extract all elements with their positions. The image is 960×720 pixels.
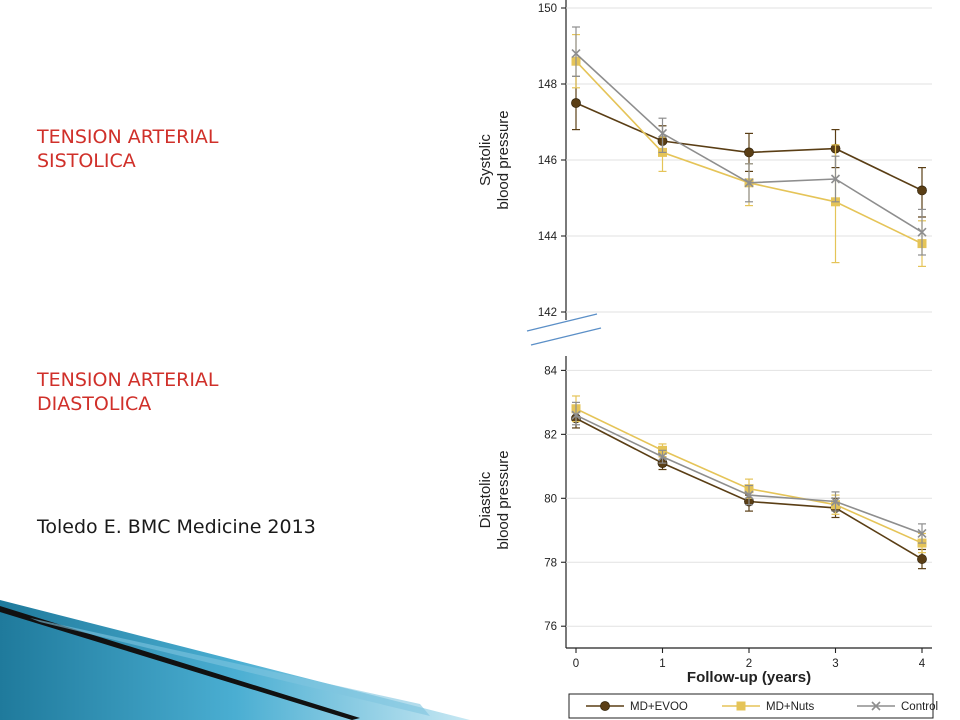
citation: Toledo E. BMC Medicine 2013	[37, 516, 316, 538]
data-point-control-b	[830, 496, 841, 507]
legend-marker	[736, 701, 746, 711]
x-tick-label: 2	[746, 658, 752, 670]
data-point-control	[917, 528, 927, 539]
y-tick-label-0: 148	[538, 79, 557, 91]
data-point-control-b	[744, 490, 754, 500]
data-point-mdevoo	[744, 147, 754, 158]
axis-break-mark	[526, 313, 598, 332]
data-point-mdevoo	[917, 554, 927, 564]
data-point-control	[830, 174, 841, 184]
y-tick-label-0: 146	[538, 155, 557, 167]
systolic-label: TENSION ARTERIAL SISTOLICA	[37, 126, 219, 172]
y-tick-label-0: 142	[538, 307, 557, 319]
x-tick-label: 0	[573, 658, 579, 670]
y-tick-label-0: 144	[538, 231, 558, 243]
y-tick-label-1: 84	[544, 365, 557, 377]
data-point-control	[657, 128, 668, 138]
y-tick-label-1: 80	[544, 493, 557, 505]
legend-label: MD+Nuts	[766, 701, 814, 713]
legend-label: MD+EVOO	[630, 701, 688, 713]
data-point-control	[830, 496, 841, 507]
data-point-control-b	[571, 49, 581, 59]
data-point-control	[571, 49, 581, 59]
data-point-control-b	[657, 452, 668, 462]
data-point-control	[657, 452, 668, 462]
data-point-control-b	[917, 528, 927, 539]
y-axis-title-1: Diastolic	[477, 471, 494, 528]
data-point-control-b	[571, 410, 581, 420]
data-point-control-b	[657, 128, 668, 138]
data-point-control	[917, 227, 927, 237]
series-line-mdnuts	[575, 408, 923, 544]
data-point-control-b	[744, 178, 754, 188]
data-point-control-b	[917, 227, 927, 237]
diastolic-label: TENSION ARTERIAL DIASTOLICA	[37, 369, 219, 415]
y-axis-title-0: blood pressure	[495, 110, 512, 209]
data-point-control-b	[830, 174, 841, 184]
y-tick-label-1: 76	[544, 621, 557, 633]
y-axis-title-1: blood pressure	[495, 450, 512, 549]
data-point-control	[571, 410, 581, 420]
data-point-control	[744, 490, 754, 500]
data-point-mdevoo	[917, 185, 927, 196]
y-tick-label-0: 150	[538, 3, 557, 15]
legend-marker	[600, 701, 610, 711]
x-tick-label: 1	[659, 658, 665, 670]
x-axis-title: Follow-up (years)	[687, 669, 811, 686]
y-tick-label-1: 78	[544, 557, 557, 569]
x-tick-label: 4	[919, 658, 926, 670]
y-axis-title-0: Systolic	[477, 134, 494, 186]
legend-marker-b	[871, 701, 881, 711]
legend-label: Control	[901, 701, 938, 713]
y-tick-label-1: 82	[544, 429, 557, 441]
data-point-mdevoo	[571, 98, 581, 108]
x-tick-label: 3	[832, 658, 838, 670]
data-point-control	[744, 178, 754, 188]
legend-marker	[871, 701, 881, 711]
axis-break-mark	[530, 327, 602, 346]
